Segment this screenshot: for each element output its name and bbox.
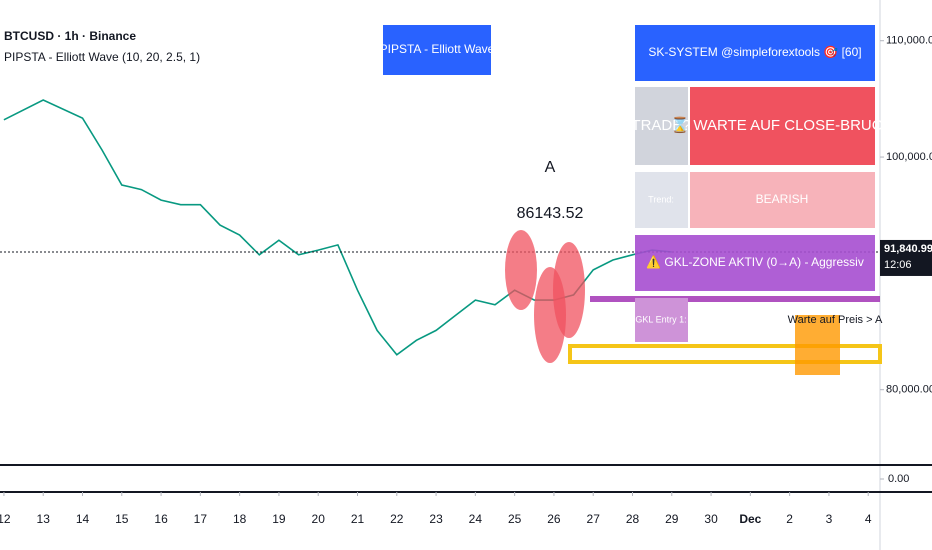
x-tick-label: 20 (312, 512, 326, 526)
trend-value-bg (690, 172, 875, 228)
x-tick-label: Dec (739, 512, 761, 526)
x-tick-label: 30 (704, 512, 718, 526)
x-tick-label: 21 (351, 512, 365, 526)
label-box (795, 315, 840, 375)
x-tick-label: 15 (115, 512, 129, 526)
trade-status-bg (690, 87, 875, 165)
indicator-label: PIPSTA - Elliott Wave (10, 20, 2.5, 1) (4, 50, 200, 64)
symbol-label: BTCUSD · 1h · Binance (4, 29, 136, 43)
badge-text: PIPSTA - Elliott Wave (380, 42, 495, 56)
y-tick-label: 110,000.00 (886, 35, 932, 47)
zone-bg (635, 235, 875, 291)
x-tick-label: 22 (390, 512, 404, 526)
info-panel: SK-SYSTEM @simpleforextools 🎯 [60] TRADE… (631, 25, 893, 342)
x-tick-label: 19 (272, 512, 286, 526)
panel-title-bg (635, 25, 875, 81)
x-tick-label: 12 (0, 512, 11, 526)
trend-label-bg (635, 172, 688, 228)
badge (383, 25, 491, 75)
lower-pane-tick-label: 0.00 (888, 473, 909, 485)
overlay-shapes (505, 230, 882, 375)
zone-line (590, 296, 880, 302)
panel-title: SK-SYSTEM @simpleforextools 🎯 [60] (648, 45, 861, 59)
x-tick-label: 3 (826, 512, 833, 526)
entry-label-bg (635, 298, 688, 342)
annotation-value: 86143.52 (517, 205, 584, 222)
entry-label: GKL Entry 1: (635, 314, 686, 324)
x-tick-label: 14 (76, 512, 90, 526)
trend-label: Trend: (648, 194, 674, 204)
x-tick-label: 2 (786, 512, 793, 526)
trade-label: TRADE? (631, 117, 690, 134)
marker-ellipse (553, 242, 585, 338)
trend-value: BEARISH (756, 192, 809, 206)
x-tick-label: 16 (154, 512, 168, 526)
zone-box (568, 344, 882, 364)
countdown: 12:06 (884, 259, 912, 271)
x-tick-label: 26 (547, 512, 561, 526)
entry-hint: Warte auf Preis > A (788, 314, 883, 326)
x-tick-label: 17 (194, 512, 208, 526)
trade-label-bg (635, 87, 688, 165)
marker-ellipse (505, 230, 537, 310)
x-tick-label: 29 (665, 512, 679, 526)
trade-status: ⌛ WARTE AUF CLOSE-BRUCH (671, 116, 894, 134)
last-price-label: 91,840.99 (884, 243, 932, 255)
x-tick-label: 25 (508, 512, 522, 526)
last-price-box (880, 239, 932, 276)
x-tick-label: 24 (469, 512, 483, 526)
x-tick-label: 23 (429, 512, 443, 526)
annotation-letter: A (545, 159, 556, 176)
x-tick-label: 13 (37, 512, 51, 526)
x-tick-label: 18 (233, 512, 247, 526)
x-tick-label: 28 (626, 512, 640, 526)
zone-text: ⚠️ GKL-ZONE AKTIV (0→A) - Aggressiv (646, 255, 864, 269)
x-tick-label: 4 (865, 512, 872, 526)
y-tick-label: 100,000.00 (886, 151, 932, 163)
x-tick-label: 27 (587, 512, 601, 526)
y-tick-label: 80,000.00 (886, 384, 932, 396)
